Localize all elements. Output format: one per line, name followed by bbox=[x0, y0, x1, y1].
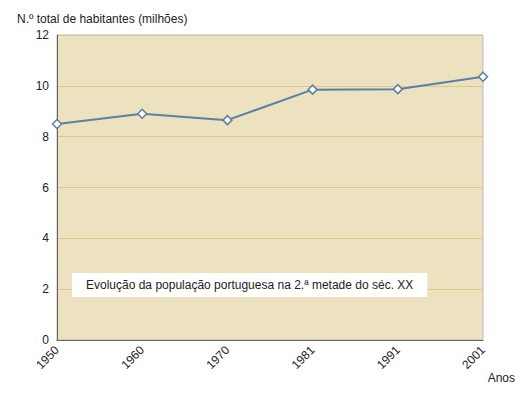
svg-text:1950: 1950 bbox=[33, 343, 62, 372]
svg-text:8: 8 bbox=[42, 130, 49, 144]
svg-text:0: 0 bbox=[42, 333, 49, 347]
svg-text:6: 6 bbox=[42, 181, 49, 195]
svg-text:1991: 1991 bbox=[374, 343, 403, 372]
svg-text:2: 2 bbox=[42, 282, 49, 296]
svg-text:1960: 1960 bbox=[118, 343, 147, 372]
svg-text:1970: 1970 bbox=[204, 343, 233, 372]
svg-text:N.º total de habitantes (milhõ: N.º total de habitantes (milhões) bbox=[17, 12, 187, 26]
svg-text:12: 12 bbox=[36, 28, 50, 42]
svg-text:Anos: Anos bbox=[488, 371, 515, 385]
svg-text:1981: 1981 bbox=[289, 343, 318, 372]
svg-text:Evolução da população portugue: Evolução da população portuguesa na 2.ª … bbox=[86, 278, 413, 292]
svg-text:4: 4 bbox=[42, 231, 49, 245]
svg-text:2001: 2001 bbox=[459, 343, 488, 372]
svg-text:10: 10 bbox=[36, 79, 50, 93]
